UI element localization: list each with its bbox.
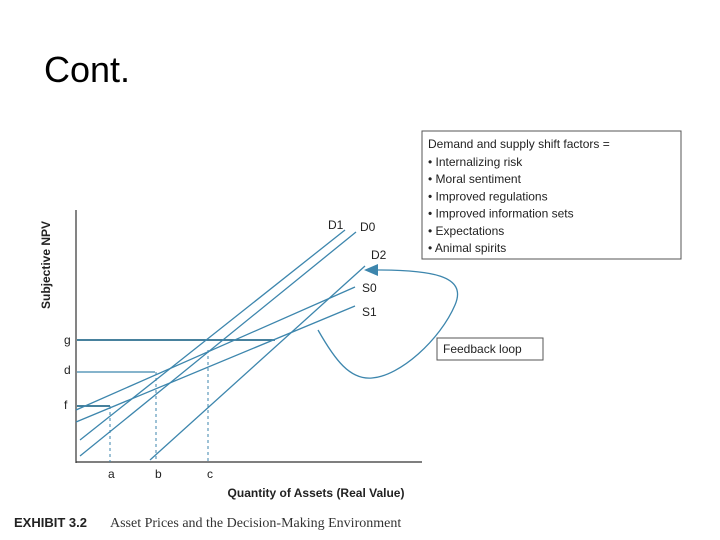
factors-list: • Internalizing risk • Moral sentiment • I… <box>428 155 574 255</box>
feedback-box <box>436 337 544 361</box>
diagram: Subjective NPV Quantity of Assets (Real … <box>39 130 682 500</box>
curve <box>75 305 356 423</box>
curve-label: S0 <box>362 281 377 295</box>
x-axis-label: Quantity of Assets (Real Value) <box>228 486 405 500</box>
factors-box <box>421 130 682 260</box>
x-level: b <box>155 467 162 481</box>
y-axis-label: Subjective NPV <box>39 221 53 309</box>
factor-item: • Expectations <box>428 224 504 238</box>
factor-item: • Improved information sets <box>428 207 574 221</box>
caption: Asset Prices and the Decision-Making Env… <box>110 516 401 531</box>
factor-item: • Improved regulations <box>428 189 548 203</box>
y-level: f <box>64 398 68 412</box>
arrowhead <box>364 264 378 276</box>
curve-label: D1 <box>328 218 344 232</box>
curve-label: S1 <box>362 305 377 319</box>
exhibit-label: EXHIBIT 3.2 <box>14 515 87 530</box>
factors-heading: Demand and supply shift factors = <box>428 137 610 151</box>
feedback-label: Feedback loop <box>443 342 522 356</box>
y-level: g <box>64 333 71 347</box>
curve-label: D2 <box>371 248 387 262</box>
feedback-curve <box>317 269 459 379</box>
curve <box>79 229 346 441</box>
curve <box>79 231 357 457</box>
curve-label: D0 <box>360 220 376 234</box>
slide-title: Cont. <box>44 49 130 90</box>
y-level: d <box>64 363 71 377</box>
x-level: c <box>207 467 213 481</box>
factor-item: • Internalizing risk <box>428 155 523 169</box>
factor-item: • Animal spirits <box>428 241 506 255</box>
curve <box>75 286 356 411</box>
x-level: a <box>108 467 115 481</box>
factor-item: • Moral sentiment <box>428 172 522 186</box>
